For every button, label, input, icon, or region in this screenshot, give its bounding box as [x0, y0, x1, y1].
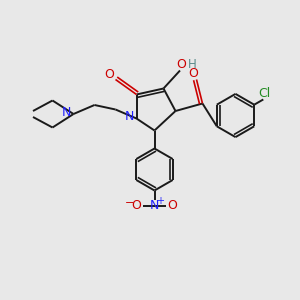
- Text: N: N: [150, 199, 159, 212]
- Text: −: −: [125, 197, 135, 208]
- Text: O: O: [105, 68, 114, 82]
- Text: Cl: Cl: [258, 87, 270, 100]
- Text: N: N: [125, 110, 135, 124]
- Text: O: O: [188, 67, 198, 80]
- Text: N: N: [62, 106, 72, 119]
- Text: O: O: [177, 58, 186, 71]
- Text: +: +: [156, 196, 164, 206]
- Text: O: O: [168, 199, 177, 212]
- Text: H: H: [188, 58, 197, 71]
- Text: O: O: [132, 199, 141, 212]
